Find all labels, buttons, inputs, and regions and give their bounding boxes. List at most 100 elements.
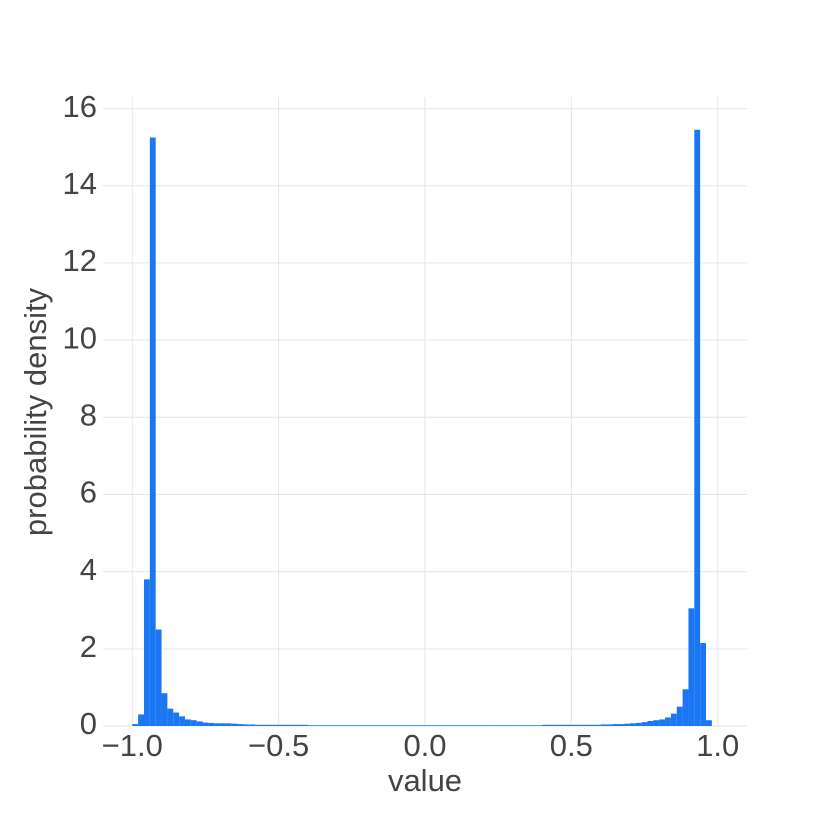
bar (477, 725, 484, 726)
bar (524, 725, 531, 726)
bar (465, 725, 472, 726)
bar (700, 643, 707, 726)
bar (167, 708, 174, 726)
bar (653, 720, 660, 726)
y-axis-label: probability density (18, 287, 53, 536)
bar (249, 724, 256, 726)
bar (518, 725, 525, 726)
bar (641, 722, 648, 726)
bar (542, 724, 548, 726)
bar (594, 724, 601, 726)
bar (348, 725, 355, 726)
x-axis-label: value (388, 763, 462, 798)
y-tick-label: 6 (80, 475, 97, 510)
bar (161, 693, 168, 726)
bar (495, 725, 502, 726)
bar (407, 725, 414, 726)
bar (284, 724, 291, 726)
bar (454, 725, 461, 726)
bar (325, 725, 332, 726)
y-tick-label: 4 (80, 552, 97, 587)
y-tick-label: 16 (63, 89, 97, 124)
bar (360, 725, 367, 726)
bar (307, 725, 314, 726)
bar (430, 725, 437, 726)
bar (261, 724, 267, 726)
bar (571, 724, 578, 726)
y-tick-label: 8 (80, 397, 97, 432)
bar (395, 725, 402, 726)
bar (237, 724, 244, 726)
bar (173, 712, 180, 726)
bar (682, 689, 689, 726)
bar (343, 725, 349, 726)
bar (553, 724, 560, 726)
bar (647, 720, 654, 726)
bar (676, 706, 683, 726)
bar (588, 724, 595, 726)
bar (442, 725, 449, 726)
bar (372, 725, 379, 726)
bar (337, 725, 344, 726)
bar (583, 724, 589, 726)
bar (149, 137, 156, 726)
x-tick-label: 0.0 (403, 728, 446, 763)
bar (512, 725, 519, 726)
bar (577, 724, 584, 726)
bar (208, 722, 215, 726)
bar (706, 720, 712, 726)
bar (319, 725, 326, 726)
bar (694, 129, 701, 727)
bar (501, 725, 507, 726)
bar (278, 724, 285, 726)
x-tick-label: −1.0 (102, 728, 163, 763)
bar (624, 723, 630, 726)
bar (460, 725, 466, 726)
bar (290, 724, 297, 726)
bar (536, 725, 543, 726)
bar (635, 722, 642, 726)
bar (331, 725, 338, 726)
bar (618, 724, 625, 726)
bar (132, 724, 139, 726)
bar (302, 724, 308, 726)
bar (266, 724, 273, 726)
x-tick-label: 0.5 (550, 728, 593, 763)
bar (272, 724, 279, 726)
bar (214, 723, 221, 726)
bar (243, 724, 250, 726)
bar (179, 716, 185, 726)
bar (659, 719, 666, 726)
bar (665, 717, 671, 726)
bar (448, 725, 455, 726)
bar (313, 725, 320, 726)
y-tick-label: 14 (63, 166, 97, 201)
bar (184, 719, 191, 726)
bar (530, 725, 537, 726)
bar (606, 724, 613, 726)
bar (296, 724, 303, 726)
bar (506, 725, 513, 726)
bar (600, 724, 607, 726)
x-tick-label: 1.0 (696, 728, 739, 763)
bar (384, 725, 390, 726)
bar (547, 724, 554, 726)
bar (366, 725, 373, 726)
bar (629, 723, 636, 726)
bar (401, 725, 408, 726)
bar (202, 722, 209, 726)
bar (483, 725, 490, 726)
bar (143, 579, 150, 726)
x-tick-label: −0.5 (248, 728, 309, 763)
bar (389, 725, 396, 726)
y-tick-label: 10 (63, 320, 97, 355)
y-tick-label: 12 (63, 243, 97, 278)
bar (225, 723, 232, 726)
bar (471, 725, 478, 726)
bar (231, 723, 238, 726)
y-tick-label: 0 (80, 706, 97, 741)
bar (688, 608, 695, 726)
bar (354, 725, 361, 726)
y-tick-label: 2 (80, 629, 97, 664)
